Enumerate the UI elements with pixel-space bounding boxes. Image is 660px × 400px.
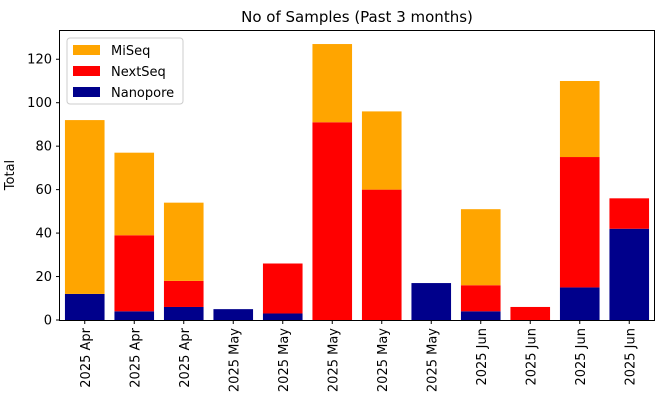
bar-nextseq-8 bbox=[460, 285, 501, 312]
bar-nanopore-2 bbox=[163, 306, 204, 320]
x-tick-label: 2025 Jun bbox=[524, 328, 539, 386]
y-axis: 0 20 40 60 80 100 120 bbox=[27, 53, 60, 329]
bar-nextseq-10 bbox=[559, 157, 600, 288]
x-tick-label: 2025 May bbox=[277, 328, 292, 392]
bar-miseq-5 bbox=[312, 44, 353, 123]
y-tick-label: 120 bbox=[27, 53, 52, 68]
legend-label-nextseq: NextSeq bbox=[111, 65, 166, 80]
bar-nanopore-0 bbox=[64, 293, 105, 320]
x-tick-label: 2025 Apr bbox=[128, 327, 143, 387]
legend-swatch-nanopore bbox=[73, 87, 100, 97]
x-tick-label: 2025 May bbox=[376, 328, 391, 392]
y-tick-label: 100 bbox=[27, 96, 52, 111]
bar-nextseq-9 bbox=[510, 306, 551, 320]
legend: MiSeq NextSeq Nanopore bbox=[66, 37, 184, 105]
legend-label-miseq: MiSeq bbox=[111, 44, 150, 59]
x-tick-label: 2025 May bbox=[425, 328, 440, 392]
x-tick-label: 2025 Jun bbox=[574, 328, 589, 386]
bar-miseq-0 bbox=[64, 120, 105, 294]
bar-miseq-10 bbox=[559, 80, 600, 158]
y-tick-label: 80 bbox=[35, 140, 52, 155]
bar-nanopore-10 bbox=[559, 287, 600, 320]
bar-nanopore-1 bbox=[114, 311, 155, 320]
y-tick-label: 0 bbox=[44, 314, 52, 329]
y-tick-label: 20 bbox=[35, 270, 52, 285]
bar-nanopore-8 bbox=[460, 311, 501, 320]
chart-title: No of Samples (Past 3 months) bbox=[241, 8, 473, 26]
bar-miseq-1 bbox=[114, 152, 155, 236]
x-tick-label: 2025 Jun bbox=[475, 328, 490, 386]
legend-label-nanopore: Nanopore bbox=[111, 86, 174, 101]
y-tick-label: 40 bbox=[35, 227, 52, 242]
y-tick-label: 60 bbox=[35, 183, 52, 198]
bar-miseq-2 bbox=[163, 202, 204, 281]
x-tick-label: 2025 Apr bbox=[178, 327, 193, 387]
bar-miseq-8 bbox=[460, 209, 501, 286]
bar-nanopore-4 bbox=[262, 313, 303, 320]
bar-nextseq-6 bbox=[361, 189, 402, 320]
plot-frame bbox=[59, 30, 655, 321]
bar-nextseq-1 bbox=[114, 235, 155, 312]
bar-nextseq-4 bbox=[262, 263, 303, 314]
bar-miseq-6 bbox=[361, 111, 402, 190]
legend-swatch-nextseq bbox=[73, 66, 100, 76]
x-tick-label: 2025 Apr bbox=[79, 327, 94, 387]
bar-nanopore-11 bbox=[609, 228, 650, 320]
x-axis: 2025 Apr 2025 Apr 2025 Apr 2025 May 2025 May… bbox=[79, 320, 638, 392]
bar-nextseq-2 bbox=[163, 280, 204, 307]
x-tick-label: 2025 May bbox=[227, 328, 242, 392]
bar-nanopore-3 bbox=[213, 309, 254, 320]
x-tick-label: 2025 Jun bbox=[623, 328, 638, 386]
bar-nextseq-5 bbox=[312, 122, 353, 320]
x-tick-label: 2025 May bbox=[326, 328, 341, 392]
legend-swatch-miseq bbox=[73, 45, 100, 55]
bars-group bbox=[64, 44, 650, 320]
bar-nextseq-11 bbox=[609, 198, 650, 229]
y-axis-label: Total bbox=[3, 160, 18, 191]
bar-nanopore-7 bbox=[411, 283, 452, 320]
